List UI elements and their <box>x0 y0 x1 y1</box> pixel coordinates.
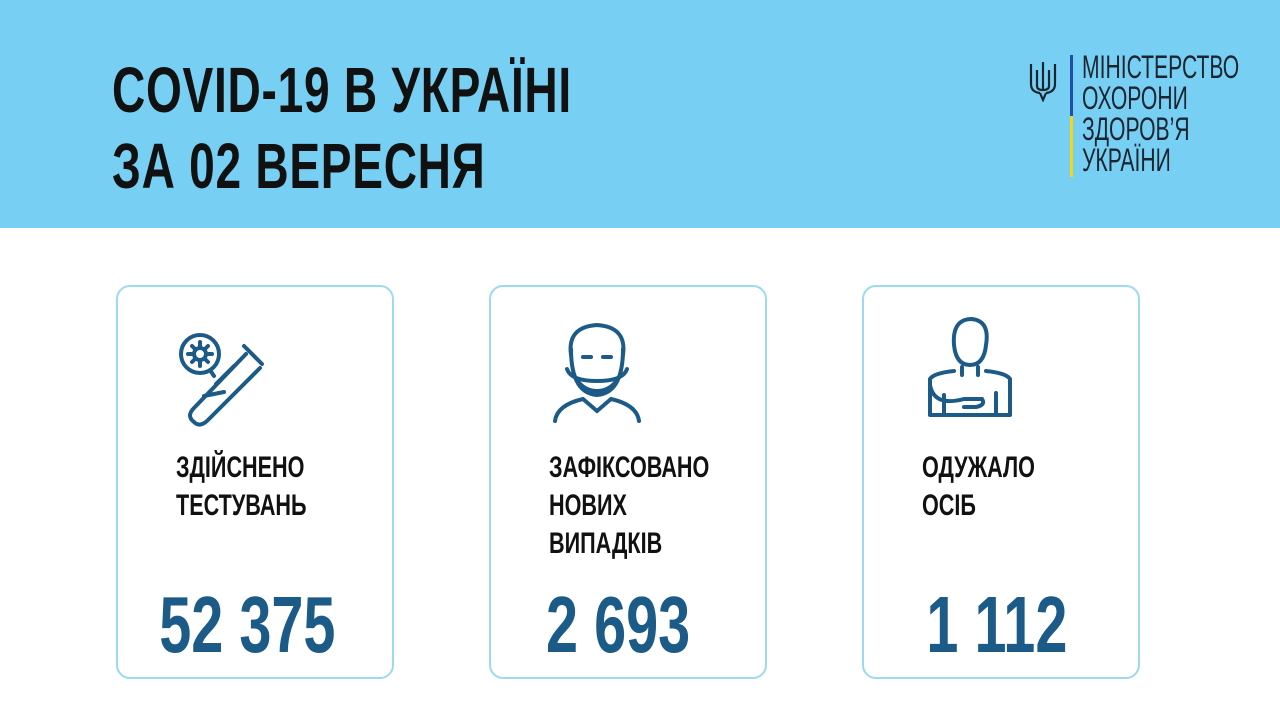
tests-label: ЗДІЙСНЕНО ТЕСТУВАНЬ <box>176 451 307 522</box>
flag-bar <box>1070 55 1073 177</box>
recovered-label: ОДУЖАЛО ОСІБ <box>922 451 1035 522</box>
recovered-person-icon <box>928 316 1012 417</box>
test-tube-icon <box>179 333 264 427</box>
recovered-card: ОДУЖАЛО ОСІБ 1 112 <box>862 285 1140 679</box>
ministry-name: МІНІСТЕРСТВО ОХОРОНИ ЗДОРОВ’Я УКРАЇНИ <box>1082 49 1240 178</box>
new-cases-card: ЗАФІКСОВАНО НОВИХ ВИПАДКІВ 2 693 <box>489 285 767 679</box>
masked-person-icon <box>553 322 641 423</box>
trident-icon <box>1029 62 1057 102</box>
header-banner: COVID-19 В УКРАЇНІ ЗА 02 ВЕРЕСНЯ МІНІСТЕ… <box>0 0 1280 228</box>
new-cases-value: 2 693 <box>545 580 691 669</box>
new-cases-label: ЗАФІКСОВАНО НОВИХ ВИПАДКІВ <box>549 451 710 560</box>
tests-value: 52 375 <box>158 580 336 669</box>
recovered-value: 1 112 <box>926 580 1068 669</box>
tests-card: ЗДІЙСНЕНО ТЕСТУВАНЬ 52 375 <box>116 285 394 679</box>
page-title: COVID-19 В УКРАЇНІ ЗА 02 ВЕРЕСНЯ <box>112 54 572 202</box>
